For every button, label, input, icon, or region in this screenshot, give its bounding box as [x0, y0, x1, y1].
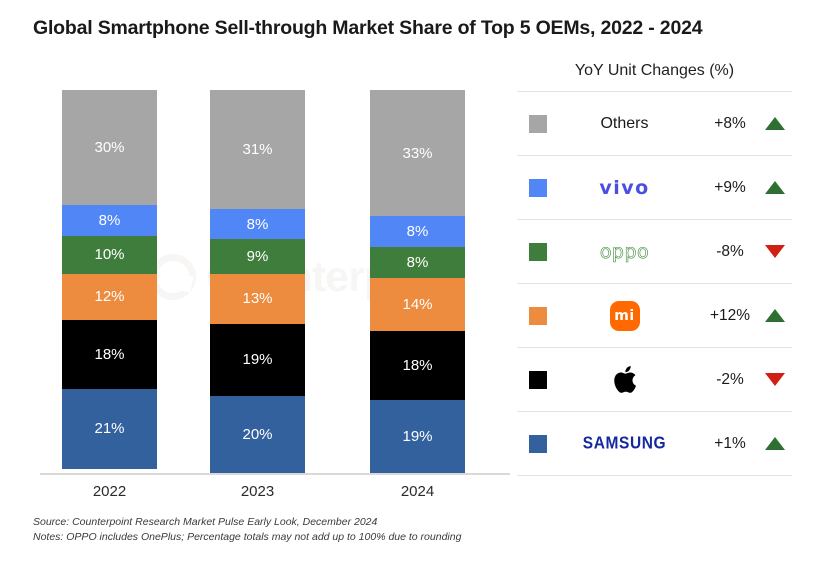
legend-rows: Others +8% vivo +9% oppo -8% mi +12% -2% SAMSUNG +…: [517, 91, 792, 476]
legend-brand-oppo: oppo: [547, 220, 702, 283]
source-note: Source: Counterpoint Research Market Pul…: [33, 516, 378, 528]
bar-segment-others-2022: 30%: [62, 90, 157, 205]
apple-logo-icon: [613, 366, 636, 393]
legend-row-oppo[interactable]: oppo -8%: [517, 220, 792, 284]
x-axis-label-2023: 2023: [240, 483, 275, 500]
yoy-change-samsung: +1%: [714, 434, 746, 452]
triangle-up-icon-vivo: [758, 181, 792, 194]
bar-segment-apple-2024: 18%: [370, 331, 465, 401]
bar-segment-vivo-2022: 8%: [62, 204, 157, 236]
page-title: Global Smartphone Sell-through Market Sh…: [33, 17, 703, 39]
legend-label-samsung: SAMSUNG: [582, 433, 667, 453]
legend-row-vivo[interactable]: vivo +9%: [517, 156, 792, 220]
x-axis-label-2022: 2022: [92, 483, 127, 500]
bar-segment-samsung-2024: 19%: [370, 400, 465, 473]
bar-segment-others-2024: 33%: [370, 90, 465, 217]
legend-brand-others: Others: [547, 92, 702, 155]
yoy-change-apple: -2%: [716, 370, 744, 388]
legend-brand-xiaomi: mi: [547, 284, 702, 347]
bar-segment-samsung-2023: 20%: [210, 396, 305, 473]
legend-swatch-vivo: [529, 178, 547, 197]
bar-2023: 31% 8% 9% 13% 19% 20%: [210, 90, 305, 473]
yoy-change-oppo: -8%: [716, 242, 744, 260]
bar-2022: 30% 8% 10% 12% 18% 21%: [62, 90, 157, 473]
legend-swatch-others: [529, 114, 547, 133]
legend-brand-vivo: vivo: [547, 156, 702, 219]
xiaomi-logo-icon: mi: [609, 300, 640, 331]
yoy-change-xiaomi: +12%: [709, 306, 751, 324]
bar-segment-apple-2023: 19%: [210, 323, 305, 397]
bar-segment-xiaomi-2022: 12%: [62, 273, 157, 320]
bar-segment-xiaomi-2023: 13%: [210, 273, 305, 324]
triangle-up-icon-samsung: [758, 437, 792, 450]
legend-label-others: Others: [600, 114, 649, 132]
legend-row-xiaomi[interactable]: mi +12%: [517, 284, 792, 348]
legend-swatch-apple: [529, 370, 547, 389]
methodology-note: Notes: OPPO includes OnePlus; Percentage…: [33, 531, 462, 543]
legend-row-apple[interactable]: -2%: [517, 348, 792, 412]
bar-segment-oppo-2024: 8%: [370, 247, 465, 278]
triangle-down-icon-oppo: [758, 245, 792, 258]
stacked-bar-plot: 30% 8% 10% 12% 18% 21% 31% 8% 9% 13% 19% 20% 33% 8% 8%…: [40, 90, 510, 500]
triangle-down-icon-apple: [758, 373, 792, 386]
bar-segment-oppo-2022: 10%: [62, 235, 157, 274]
legend-panel: YoY Unit Changes (%) Others +8% vivo +9% opp…: [517, 62, 792, 476]
legend-swatch-oppo: [529, 242, 547, 261]
bar-segment-xiaomi-2024: 14%: [370, 277, 465, 332]
legend-row-others[interactable]: Others +8%: [517, 92, 792, 156]
legend-swatch-samsung: [529, 434, 547, 453]
x-axis-label-2024: 2024: [400, 483, 435, 500]
bar-segment-others-2023: 31%: [210, 90, 305, 209]
yoy-change-vivo: +9%: [714, 178, 746, 196]
legend-swatch-xiaomi: [529, 306, 547, 325]
bar-segment-vivo-2023: 8%: [210, 208, 305, 240]
footnotes: Source: Counterpoint Research Market Pul…: [33, 515, 461, 545]
legend-label-oppo: oppo: [599, 240, 650, 263]
x-axis-line: [40, 473, 510, 475]
legend-brand-samsung: SAMSUNG: [547, 412, 702, 475]
triangle-up-icon-others: [758, 117, 792, 130]
legend-brand-apple: [547, 348, 702, 411]
legend-label-vivo: vivo: [599, 176, 650, 199]
triangle-up-icon-xiaomi: [758, 309, 792, 322]
yoy-change-others: +8%: [714, 114, 746, 132]
bar-segment-oppo-2023: 9%: [210, 239, 305, 274]
bar-segment-vivo-2024: 8%: [370, 216, 465, 247]
legend-title: YoY Unit Changes (%): [574, 62, 735, 79]
bar-segment-apple-2022: 18%: [62, 319, 157, 389]
bar-segment-samsung-2022: 21%: [62, 388, 157, 470]
bar-2024: 33% 8% 8% 14% 18% 19%: [370, 90, 465, 473]
legend-row-samsung[interactable]: SAMSUNG +1%: [517, 412, 792, 476]
